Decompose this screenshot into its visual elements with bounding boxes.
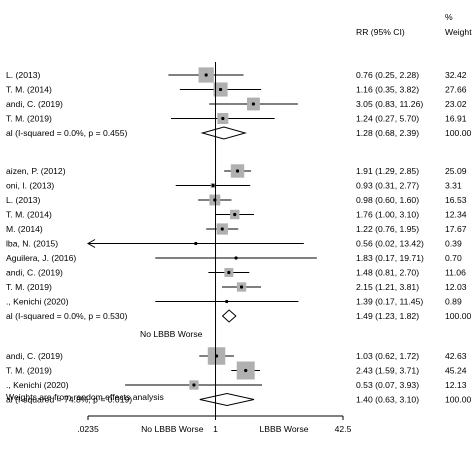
x-tick-label: 1 xyxy=(213,424,218,434)
study-estimate: 2.15 (1.21, 3.81) xyxy=(356,282,419,292)
study-estimate: 0.93 (0.31, 2.77) xyxy=(356,181,419,191)
ci-arrow xyxy=(86,239,96,248)
point-estimate xyxy=(225,299,229,304)
summary-diamond xyxy=(199,392,255,407)
study-label: ., Kenichi (2020) xyxy=(6,297,69,307)
study-weight: 23.02 xyxy=(445,99,467,109)
study-weight: 16.91 xyxy=(445,114,467,124)
study-weight: 42.63 xyxy=(445,351,467,361)
study-weight: 32.42 xyxy=(445,70,467,80)
study-label: lba, N. (2015) xyxy=(6,239,58,249)
estimate-header: RR (95% CI) xyxy=(356,27,405,37)
study-label: L. (2013) xyxy=(6,195,41,205)
point-estimate xyxy=(211,183,215,188)
study-label: oni, I. (2013) xyxy=(6,181,54,191)
column-headers: RR (95% CI) % Weight xyxy=(356,12,472,37)
study-label: ., Kenichi (2020) xyxy=(6,380,69,390)
x-tick-label: .0235 xyxy=(77,424,99,434)
axis-label-left: No LBBB Worse xyxy=(141,424,204,434)
overall-weight: 100.00 xyxy=(445,311,472,321)
study-estimate: 0.53 (0.07, 3.93) xyxy=(356,380,419,390)
point-estimate xyxy=(227,270,231,275)
study-estimate: 0.56 (0.02, 13.42) xyxy=(356,239,424,249)
study-estimate: 3.05 (0.83, 11.26) xyxy=(356,99,423,109)
study-weight: 0.39 xyxy=(445,239,462,249)
study-weight: 45.24 xyxy=(445,366,467,376)
study-estimate: 1.76 (1.00, 3.10) xyxy=(356,210,419,220)
study-estimate: 1.24 (0.27, 5.70) xyxy=(356,114,419,124)
null-line-label: No LBBB Worse xyxy=(140,329,203,339)
study-estimate: 0.98 (0.60, 1.60) xyxy=(356,195,419,205)
point-estimate xyxy=(235,169,240,173)
study-estimate: 2.43 (1.59, 3.71) xyxy=(356,366,419,376)
study-estimate: 1.16 (0.35, 3.82) xyxy=(356,85,419,95)
point-estimate xyxy=(204,73,208,77)
weight-header-percent: % xyxy=(445,12,453,22)
study-label: T. M. (2014) xyxy=(6,210,52,220)
study-estimate: 1.22 (0.76, 1.95) xyxy=(356,224,419,234)
point-estimate xyxy=(239,285,244,289)
study-weight: 11.06 xyxy=(445,268,466,278)
overall-weight: 100.00 xyxy=(445,395,472,405)
study-weight: 27.66 xyxy=(445,85,467,95)
study-weight: 16.53 xyxy=(445,195,467,205)
study-estimate: 1.03 (0.62, 1.72) xyxy=(356,351,419,361)
point-estimate xyxy=(251,102,256,106)
x-axis: .0235 1 42.5 No LBBB Worse LBBB Worse xyxy=(77,62,352,434)
point-estimate xyxy=(220,227,224,231)
study-estimate: 0.76 (0.25, 2.28) xyxy=(356,70,419,80)
footnote: Weights are from random effects analysis xyxy=(6,392,164,402)
point-estimate xyxy=(234,256,238,260)
point-estimate xyxy=(192,383,196,387)
point-estimate xyxy=(221,116,225,121)
study-label: aizen, P. (2012) xyxy=(6,166,66,176)
point-estimate xyxy=(233,212,237,217)
study-weight: 12.03 xyxy=(445,282,467,292)
overall-weight: 100.00 xyxy=(445,128,472,138)
study-weight: 17.67 xyxy=(445,224,467,234)
study-estimate: 1.83 (0.17, 19.71) xyxy=(356,253,424,263)
summary-diamond xyxy=(221,309,237,323)
study-weight: 12.34 xyxy=(445,210,467,220)
overall-estimate: 1.28 (0.68, 2.39) xyxy=(356,128,419,138)
weight-header: Weight xyxy=(445,27,472,37)
point-estimate xyxy=(218,87,223,92)
study-label: T. M. (2014) xyxy=(6,85,52,95)
point-estimate xyxy=(244,368,248,373)
study-label: M. (2014) xyxy=(6,224,43,234)
study-estimate: 1.39 (0.17, 11.45) xyxy=(356,297,423,307)
study-weight: 25.09 xyxy=(445,166,467,176)
study-weight: 3.31 xyxy=(445,181,462,191)
study-weight: 0.89 xyxy=(445,297,462,307)
study-label: andi, C. (2019) xyxy=(6,99,63,109)
study-label: T. M. (2019) xyxy=(6,282,52,292)
overall-label: al (I-squared = 0.0%, p = 0.455) xyxy=(6,128,127,138)
study-weight: 12.13 xyxy=(445,380,467,390)
overall-estimate: 1.40 (0.63, 3.10) xyxy=(356,395,419,405)
x-tick-label: 42.5 xyxy=(335,424,352,434)
overall-label: al (I-squared = 74.8%, p = 0.019) xyxy=(6,395,132,405)
study-label: Aguilera, J. (2016) xyxy=(6,253,76,263)
study-weight: 0.70 xyxy=(445,253,462,263)
study-label: andi, C. (2019) xyxy=(6,351,63,361)
study-rows: L. (2013) 0.76 (0.25, 2.28) 32.42 T. M. (20… xyxy=(6,67,472,407)
study-label: T. M. (2019) xyxy=(6,114,52,124)
study-estimate: 1.91 (1.29, 2.85) xyxy=(356,166,419,176)
overall-estimate: 1.49 (1.23, 1.82) xyxy=(356,311,419,321)
study-label: andi, C. (2019) xyxy=(6,268,63,278)
overall-label: al (I-squared = 0.0%, p = 0.530) xyxy=(6,311,127,321)
summary-diamond xyxy=(200,126,247,140)
point-estimate xyxy=(194,241,198,246)
study-estimate: 1.48 (0.81, 2.70) xyxy=(356,268,419,278)
study-label: T. M. (2019) xyxy=(6,366,52,376)
axis-label-right: LBBB Worse xyxy=(260,424,309,434)
study-label: L. (2013) xyxy=(6,70,41,80)
